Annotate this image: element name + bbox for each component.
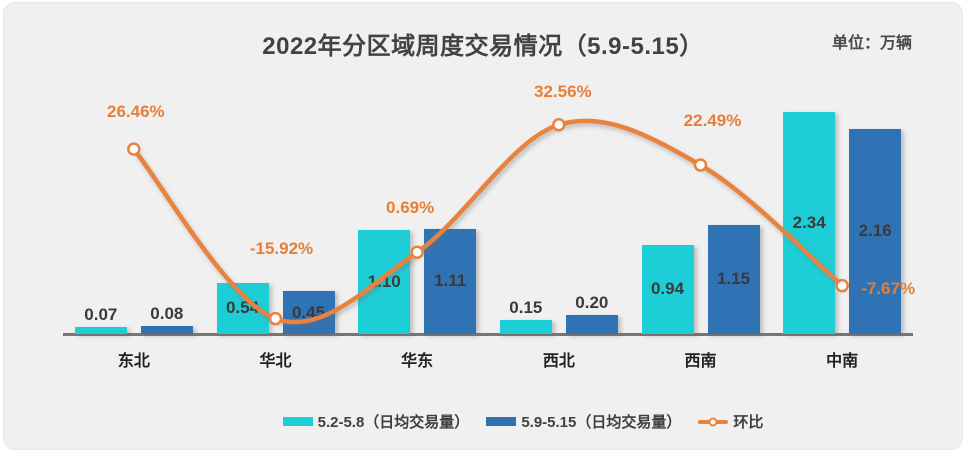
legend-label-week1: 5.2-5.8（日均交易量） (317, 414, 470, 431)
x-axis-label-2: 华东 (401, 353, 434, 370)
bar-value-label: 1.10 (367, 271, 401, 291)
legend-label-week2: 5.9-5.15（日均交易量） (521, 414, 682, 431)
pct-label-1: -15.92% (249, 238, 314, 258)
bar-value-label: 0.07 (84, 305, 118, 325)
line-marker-dot-icon (708, 417, 718, 426)
bar-week2-0 (140, 326, 193, 334)
x-axis-label-4: 西南 (684, 353, 717, 370)
bar-week1-3 (499, 319, 552, 334)
bar-value-label: 0.45 (291, 302, 326, 322)
week1-swatch-icon (282, 417, 313, 426)
legend-label-ratio: 环比 (733, 414, 764, 431)
legend-item-week1: 5.2-5.8（日均交易量） (282, 411, 470, 432)
bar-value-label: 0.20 (575, 293, 609, 312)
week2-swatch-icon (486, 417, 517, 426)
bar-week2-5 (849, 128, 902, 334)
x-axis-label-0: 东北 (117, 353, 150, 370)
pct-label-3: 32.56% (533, 81, 592, 101)
bar-value-label: 1.15 (716, 269, 751, 289)
bar-value-label: 2.16 (858, 221, 892, 241)
bar-value-label: 0.08 (150, 304, 184, 324)
bar-value-label: 1.11 (434, 271, 467, 291)
legend: 5.2-5.8（日均交易量） 5.9-5.15（日均交易量） 环比 (40, 411, 966, 432)
chart-title: 2022年分区域周度交易情况（5.9-5.15） (262, 33, 704, 60)
x-axis-label-5: 中南 (826, 353, 859, 370)
pct-label-4: 22.49% (683, 111, 742, 131)
pct-label-5: -7.67% (861, 278, 916, 298)
bar-value-label: 2.34 (792, 212, 826, 232)
x-axis-label-3: 西北 (542, 353, 575, 370)
bar-week1-0 (74, 327, 127, 334)
legend-item-week2: 5.9-5.15（日均交易量） (486, 411, 681, 432)
pct-label-2: 0.69% (386, 198, 435, 218)
bar-value-label: 0.54 (225, 298, 260, 318)
bar-value-label: 0.94 (650, 279, 685, 299)
bar-week2-3 (565, 315, 618, 334)
unit-label: 单位：万辆 (831, 35, 912, 52)
legend-item-ratio: 环比 (698, 411, 763, 432)
x-axis-label-1: 华北 (259, 353, 292, 370)
bar-value-label: 0.15 (509, 297, 543, 317)
x-axis-line (63, 333, 913, 336)
pct-label-0: 26.46% (106, 102, 165, 122)
line-marker-icon (698, 417, 729, 426)
